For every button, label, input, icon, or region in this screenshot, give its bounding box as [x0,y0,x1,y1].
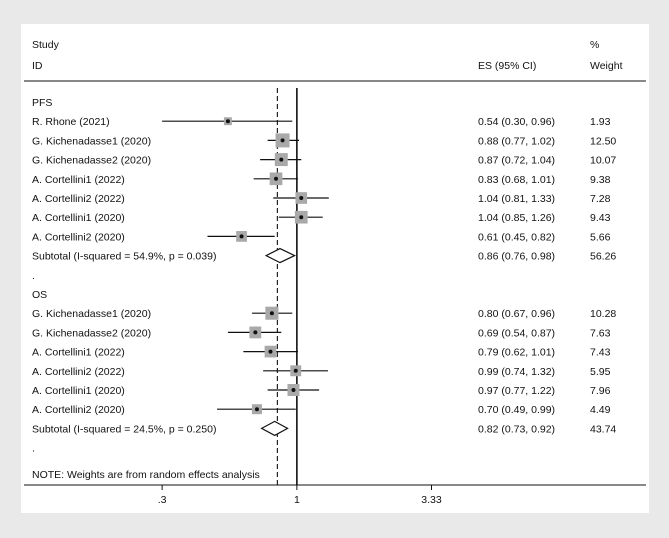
forest-plot-panel: Study ID ES (95% CI)% Weight PFS R. Rhone (20… [21,24,649,513]
study-label: G. Kichenadasse2 (2020) [32,327,151,339]
study-label: A. Cortellini1 (2020) [32,385,125,397]
study-label: A. Cortellini2 (2022) [32,193,125,205]
es-value: 0.80 (0.67, 0.96) [478,308,555,320]
group-label: PFS [32,97,52,109]
es-value: 0.61 (0.45, 0.82) [478,231,555,243]
weight-value: 10.28 [590,308,616,320]
x-tick-label: 1 [294,494,300,506]
es-header: ES (95% CI) [478,60,536,72]
es-value: 0.54 (0.30, 0.96) [478,116,555,128]
point-estimate [291,388,296,392]
weight-value: 4.49 [590,404,611,416]
point-estimate [268,349,273,354]
x-tick-label: 3.33 [421,494,442,506]
subtotal-diamond [264,247,296,264]
forest-plot: Study ID ES (95% CI)% Weight PFS R. Rhone (20… [24,39,646,506]
point-estimate [254,407,259,412]
es-value: 0.79 (0.62, 1.01) [478,347,555,359]
subtotal-diamond [260,420,289,437]
es-value: 1.04 (0.85, 1.26) [478,212,555,224]
weight-value: 7.43 [590,347,611,359]
point-estimate [299,196,304,200]
study-label: A. Cortellini1 (2022) [32,347,125,359]
study-label: A. Cortellini1 (2020) [32,212,125,224]
weight-value: 7.63 [590,327,611,339]
weight-value: 1.93 [590,116,611,128]
study-label: A. Cortellini1 (2022) [32,174,125,186]
weight-value: 9.43 [590,212,611,224]
study-label: R. Rhone (2021) [32,116,110,128]
point-estimate [269,311,274,316]
group-label: OS [32,289,47,301]
es-value: 0.83 (0.68, 1.01) [478,174,555,186]
study-label: A. Cortellini2 (2020) [32,231,125,243]
group-separator: . [32,270,35,282]
es-value: 0.99 (0.74, 1.32) [478,366,555,378]
subtotal-weight-value: 56.26 [590,251,616,263]
study-label: G. Kichenadasse2 (2020) [32,155,151,167]
weight-value: 7.96 [590,385,611,397]
study-header-line1: Study [32,39,60,51]
point-estimate [274,176,279,181]
es-value: 0.88 (0.77, 1.02) [478,135,555,147]
weight-header-line1: % [590,39,599,51]
subtotal-label: Subtotal (I-squared = 54.9%, p = 0.039) [32,251,216,263]
point-estimate [280,138,285,143]
weight-value: 10.07 [590,155,616,167]
subtotal-es-value: 0.82 (0.73, 0.92) [478,423,555,435]
study-label: G. Kichenadasse1 (2020) [32,135,151,147]
note-text: NOTE: Weights are from random effects an… [32,469,260,481]
es-value: 0.87 (0.72, 1.04) [478,155,555,167]
weight-value: 7.28 [590,193,611,205]
weight-value: 9.38 [590,174,611,186]
subtotal-es-value: 0.86 (0.76, 0.98) [478,251,555,263]
weight-header-line2: Weight [590,60,623,72]
point-estimate [253,330,258,335]
point-estimate [239,234,244,239]
subtotal-weight-value: 43.74 [590,423,616,435]
es-value: 1.04 (0.81, 1.33) [478,193,555,205]
point-estimate [293,368,298,373]
point-estimate [299,215,304,220]
es-value: 0.70 (0.49, 0.99) [478,404,555,416]
study-label: A. Cortellini2 (2020) [32,404,125,416]
es-value: 0.97 (0.77, 1.22) [478,385,555,397]
x-tick-label: .3 [158,494,167,506]
subtotal-label: Subtotal (I-squared = 24.5%, p = 0.250) [32,423,216,435]
study-header-line2: ID [32,60,43,72]
study-label: A. Cortellini2 (2022) [32,366,125,378]
es-value: 0.69 (0.54, 0.87) [478,327,555,339]
point-estimate [279,157,284,162]
weight-value: 5.95 [590,366,611,378]
point-estimate [225,119,230,124]
weight-value: 5.66 [590,231,611,243]
weight-value: 12.50 [590,135,616,147]
group-separator: . [32,443,35,455]
study-label: G. Kichenadasse1 (2020) [32,308,151,320]
